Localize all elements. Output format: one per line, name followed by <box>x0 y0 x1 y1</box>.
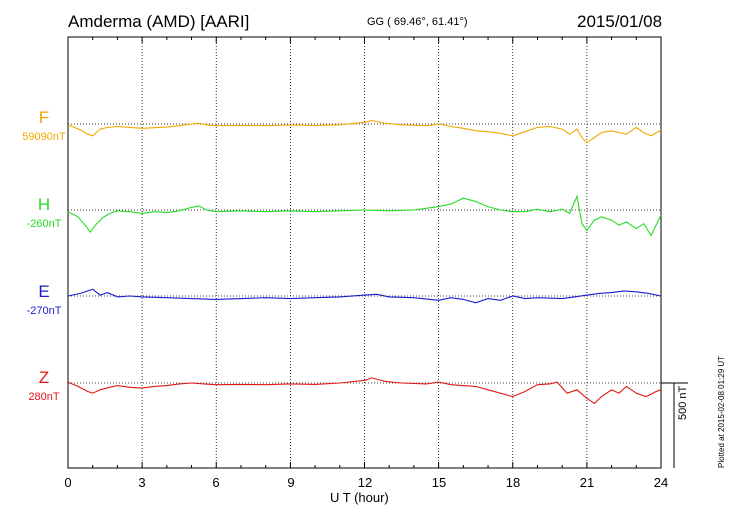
x-tick-12: 12 <box>357 475 373 490</box>
tick-group <box>67 37 662 468</box>
x-tick-15: 15 <box>431 475 447 490</box>
x-tick-24: 24 <box>653 475 669 490</box>
series-baseline-f: 59090nT <box>22 131 66 143</box>
series-group <box>67 120 662 405</box>
series-line-e <box>67 288 662 304</box>
x-tick-0: 0 <box>64 475 72 490</box>
x-axis-label: U T (hour) <box>330 490 389 505</box>
series-line-z <box>67 377 662 405</box>
series-line-f <box>67 120 662 144</box>
geographic-coordinates: GG ( 69.46°, 61.41°) <box>367 16 468 28</box>
series-line-h <box>67 194 662 237</box>
x-tick-6: 6 <box>212 475 220 490</box>
series-baseline-e: -270nT <box>26 305 62 317</box>
series-label-z: Z <box>38 368 50 387</box>
scale-bar <box>661 382 688 468</box>
x-tick-18: 18 <box>505 475 521 490</box>
x-tick-3: 3 <box>138 475 146 490</box>
chart-date: 2015/01/08 <box>577 12 663 31</box>
series-label-h: H <box>37 195 51 214</box>
series-label-e: E <box>38 282 50 301</box>
chart-title: Amderma (AMD) [AARI] <box>68 12 250 31</box>
x-tick-21: 21 <box>579 475 595 490</box>
series-baseline-z: 280nT <box>28 391 60 403</box>
x-tick-9: 9 <box>287 475 295 490</box>
series-baseline-h: -260nT <box>26 218 62 230</box>
series-label-f: F <box>38 108 50 127</box>
grid-group <box>68 37 661 468</box>
